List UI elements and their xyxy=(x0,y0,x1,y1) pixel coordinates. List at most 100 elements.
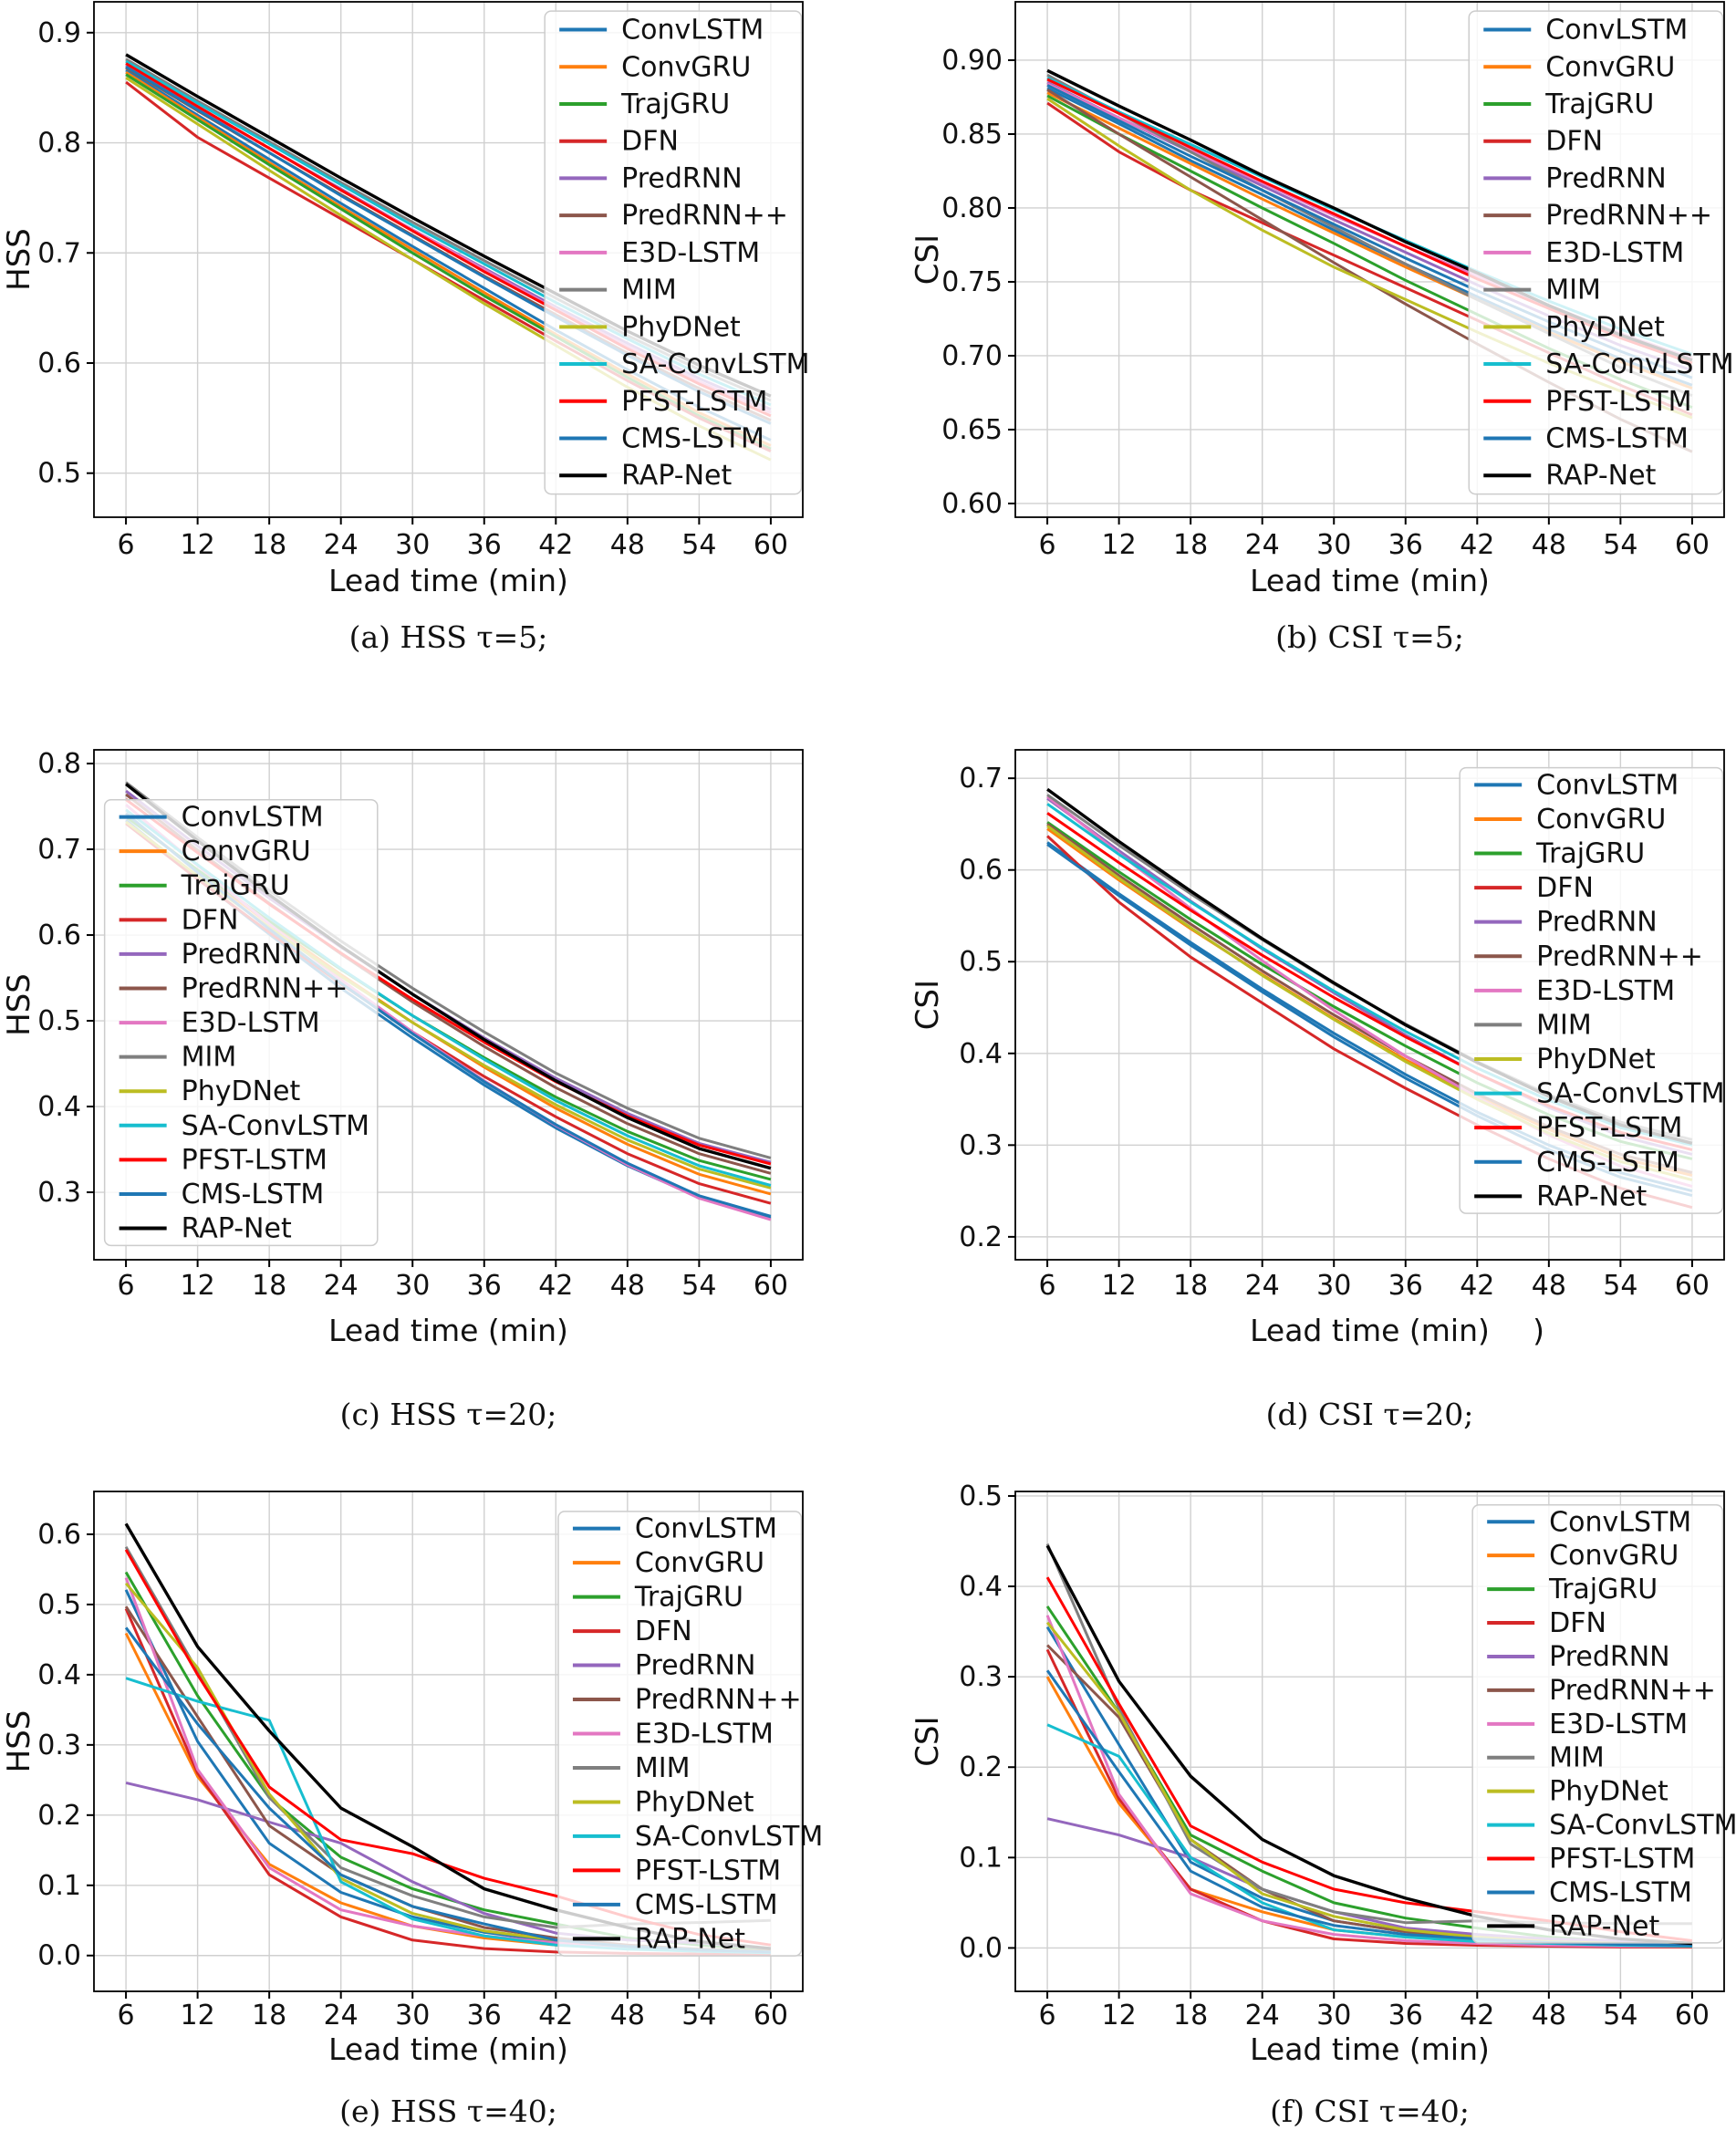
chart-a-legend: ConvLSTM ConvGRU TrajGRU DFN PredRNN PredRNN+… xyxy=(544,10,810,495)
legend-label-SA-ConvLSTM: SA-ConvLSTM xyxy=(1545,348,1733,380)
chart-d-legend-entry-PFST-LSTM: PFST-LSTM xyxy=(1474,1112,1682,1144)
chart-f-legend: ConvLSTMConvGRUTrajGRUDFNPredRNNPredRNN+… xyxy=(1471,1504,1736,1944)
chart-f-x-axis: 6 12 18 24 30 36 42 48 54 60 xyxy=(1039,1991,1710,2031)
x-tick-label: 24 xyxy=(1245,2000,1280,2031)
legend-label-DFN: DFN xyxy=(1545,126,1603,158)
chart-d-legend-entry-PredRNN: PredRNN xyxy=(1474,907,1658,939)
chart-c-legend-entry-PFST-LSTM: PFST-LSTM xyxy=(119,1144,327,1176)
legend-label-CMS-LSTM: CMS-LSTM xyxy=(1549,1876,1692,1908)
y-tick-label: 0.3 xyxy=(959,1129,1003,1161)
chart-a-legend-entry-PredRNN: PredRNN xyxy=(559,162,743,194)
x-tick-label: 18 xyxy=(252,2000,286,2031)
chart-a-xlabel: Lead time (min) xyxy=(328,563,568,598)
legend-label-PFST-LSTM: PFST-LSTM xyxy=(1545,386,1691,418)
x-tick-label: 54 xyxy=(1603,2000,1637,2031)
legend-label-TrajGRU: TrajGRU xyxy=(1535,838,1645,870)
chart-a-y-axis: 0.5 0.6 0.7 0.8 0.9 xyxy=(37,17,94,490)
legend-label-PredRNN: PredRNN xyxy=(621,162,742,194)
chart-c-x-axis: 6 12 18 24 30 36 42 48 54 60 xyxy=(118,1260,788,1302)
chart-b-xlabel: Lead time (min) xyxy=(1250,563,1490,598)
legend-label-MIM: MIM xyxy=(1545,275,1601,307)
chart-e-legend-entry-CMS-LSTM: CMS-LSTM xyxy=(572,1889,778,1921)
x-tick-label: 54 xyxy=(1603,1270,1637,1302)
legend-label-ConvLSTM: ConvLSTM xyxy=(1549,1506,1691,1538)
chart-c-legend-entry-TrajGRU: TrajGRU xyxy=(119,870,290,902)
chart-c-plot-frame xyxy=(93,749,804,1261)
x-tick-label: 12 xyxy=(1102,2000,1137,2031)
chart-e-plot-frame xyxy=(93,1491,804,1992)
y-tick-label: 0.6 xyxy=(37,348,81,379)
legend-label-PredRNN++: PredRNN++ xyxy=(1536,940,1703,972)
chart-f-legend-entry-PFST-LSTM: PFST-LSTM xyxy=(1487,1844,1695,1875)
chart-a-plot-frame xyxy=(93,1,804,518)
chart-f-series xyxy=(1045,1543,1693,1948)
legend-label-ConvGRU: ConvGRU xyxy=(182,836,311,868)
x-tick-label: 24 xyxy=(1245,1270,1280,1302)
chart-d-plot-frame xyxy=(1014,749,1725,1261)
y-tick-label: 0.4 xyxy=(959,1571,1003,1603)
chart-c-legend-entry-ConvLSTM: ConvLSTM xyxy=(119,802,324,834)
chart-a-legend-entry-DFN: DFN xyxy=(559,126,679,158)
chart-e-legend-entry-SA-ConvLSTM: SA-ConvLSTM xyxy=(572,1821,823,1853)
chart-b-ylabel: CSI xyxy=(910,234,946,285)
legend-label-MIM: MIM xyxy=(1536,1009,1592,1041)
chart-a-legend-entry-PFST-LSTM: PFST-LSTM xyxy=(559,386,767,418)
chart-e-legend-entry-ConvGRU: ConvGRU xyxy=(572,1547,764,1579)
y-tick-label: 0.4 xyxy=(37,1091,81,1123)
x-tick-label: 30 xyxy=(1316,529,1351,561)
chart-c-legend-entry-PhyDNet: PhyDNet xyxy=(119,1075,301,1107)
chart-d-x-axis: 6 12 18 24 30 36 42 48 54 60 xyxy=(1039,1260,1710,1302)
legend-label-E3D-LSTM: E3D-LSTM xyxy=(635,1719,774,1751)
chart-d-legend-entry-MIM: MIM xyxy=(1474,1009,1592,1041)
legend-label-PhyDNet: PhyDNet xyxy=(621,311,741,343)
legend-label-CMS-LSTM: CMS-LSTM xyxy=(1545,422,1689,454)
chart-e-legend-entry-TrajGRU: TrajGRU xyxy=(572,1582,743,1614)
legend-label-PhyDNet: PhyDNet xyxy=(182,1075,301,1107)
chart-c: ConvLSTMConvGRUTrajGRUDFNPredRNNPredRNN+… xyxy=(1,748,804,1432)
chart-d-legend-entry-ConvGRU: ConvGRU xyxy=(1474,804,1666,836)
chart-d-caption: (d) CSI τ=20; xyxy=(1266,1397,1474,1432)
chart-f-y-axis: 0.0 0.1 0.2 0.3 0.4 0.5 xyxy=(959,1481,1015,1964)
legend-label-ConvGRU: ConvGRU xyxy=(621,51,751,83)
y-tick-label: 0.7 xyxy=(37,237,81,269)
chart-a-ylabel: HSS xyxy=(1,228,37,291)
legend-label-DFN: DFN xyxy=(635,1616,692,1647)
chart-b-legend-entry-TrajGRU: TrajGRU xyxy=(1483,88,1654,120)
chart-e-legend-box xyxy=(557,1511,803,1957)
chart-f-plot-frame xyxy=(1014,1491,1725,1992)
chart-e-x-axis: 6 12 18 24 30 36 42 48 54 60 xyxy=(118,1991,788,2031)
legend-label-TrajGRU: TrajGRU xyxy=(1544,88,1654,120)
x-tick-label: 48 xyxy=(1532,1270,1566,1302)
legend-label-TrajGRU: TrajGRU xyxy=(1548,1574,1658,1605)
chart-c-legend-entry-PredRNN++: PredRNN++ xyxy=(119,972,348,1004)
chart-b-legend-entry-DFN: DFN xyxy=(1483,126,1603,158)
y-tick-label: 0.3 xyxy=(959,1661,1003,1693)
chart-d-xlabel: Lead time (min) xyxy=(1250,1313,1490,1348)
chart-d-legend-entry-RAP-Net: RAP-Net xyxy=(1474,1180,1647,1212)
legend-label-PredRNN++: PredRNN++ xyxy=(1545,200,1712,232)
legend-label-PredRNN: PredRNN xyxy=(1545,162,1666,194)
x-tick-label: 42 xyxy=(538,529,573,561)
chart-a-legend-entry-E3D-LSTM: E3D-LSTM xyxy=(559,237,760,269)
chart-b-legend-box xyxy=(1468,10,1724,495)
legend-label-PFST-LSTM: PFST-LSTM xyxy=(182,1144,327,1176)
y-tick-label: 0.4 xyxy=(959,1038,1003,1070)
chart-e-ylabel: HSS xyxy=(1,1710,37,1773)
y-tick-label: 0.80 xyxy=(941,192,1003,224)
legend-label-PredRNN: PredRNN xyxy=(635,1650,755,1682)
y-tick-label: 0.2 xyxy=(959,1751,1003,1783)
y-tick-label: 0.4 xyxy=(37,1659,81,1691)
chart-b-legend-entry-PhyDNet: PhyDNet xyxy=(1483,311,1665,343)
x-tick-label: 18 xyxy=(252,529,286,561)
chart-d-legend-entry-SA-ConvLSTM: SA-ConvLSTM xyxy=(1474,1078,1725,1110)
y-tick-label: 0.2 xyxy=(37,1800,81,1832)
chart-e-xlabel: Lead time (min) xyxy=(328,2031,568,2067)
x-tick-label: 60 xyxy=(754,2000,788,2031)
chart-c-xlabel: Lead time (min) xyxy=(328,1313,568,1348)
y-tick-label: 0.2 xyxy=(959,1221,1003,1253)
chart-e-legend-entry-DFN: DFN xyxy=(572,1616,692,1647)
x-tick-label: 54 xyxy=(681,1270,716,1302)
legend-label-RAP-Net: RAP-Net xyxy=(1549,1910,1659,1942)
y-tick-label: 0.7 xyxy=(37,834,81,866)
